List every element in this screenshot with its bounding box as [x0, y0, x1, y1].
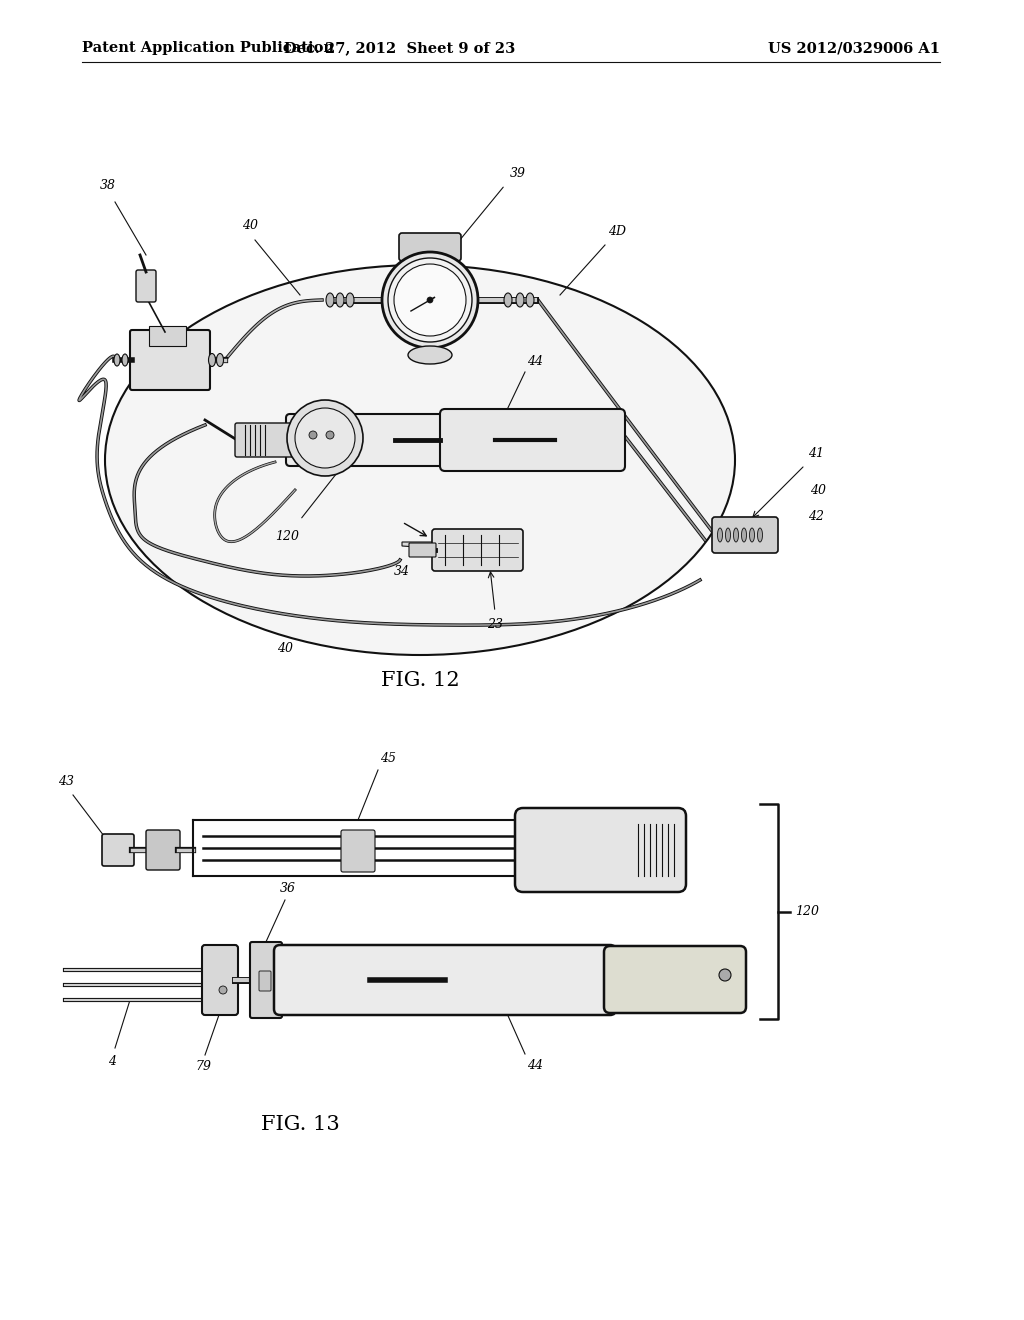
Text: 36: 36: [280, 882, 296, 895]
Ellipse shape: [758, 528, 763, 543]
FancyBboxPatch shape: [604, 946, 746, 1012]
Circle shape: [295, 408, 355, 469]
FancyBboxPatch shape: [146, 830, 180, 870]
Circle shape: [326, 432, 334, 440]
FancyBboxPatch shape: [250, 942, 282, 1018]
Text: 4: 4: [108, 1055, 116, 1068]
Ellipse shape: [750, 528, 755, 543]
Polygon shape: [402, 543, 434, 548]
Ellipse shape: [209, 354, 215, 367]
FancyBboxPatch shape: [515, 808, 686, 892]
Text: FIG. 12: FIG. 12: [381, 671, 460, 689]
Text: 79: 79: [195, 1060, 211, 1073]
Circle shape: [388, 257, 472, 342]
Circle shape: [427, 297, 433, 304]
Text: 40: 40: [278, 642, 293, 655]
Text: 43: 43: [58, 775, 74, 788]
Circle shape: [309, 432, 317, 440]
FancyBboxPatch shape: [409, 543, 436, 557]
Ellipse shape: [526, 293, 534, 308]
FancyBboxPatch shape: [150, 326, 186, 346]
FancyBboxPatch shape: [286, 414, 449, 466]
Text: FIG. 13: FIG. 13: [261, 1115, 339, 1134]
Circle shape: [382, 252, 478, 348]
FancyBboxPatch shape: [202, 945, 238, 1015]
Circle shape: [287, 400, 362, 477]
FancyBboxPatch shape: [102, 834, 134, 866]
Ellipse shape: [114, 354, 120, 366]
FancyBboxPatch shape: [440, 409, 625, 471]
FancyBboxPatch shape: [234, 422, 294, 457]
Text: 40: 40: [810, 483, 826, 496]
Ellipse shape: [516, 293, 524, 308]
Text: US 2012/0329006 A1: US 2012/0329006 A1: [768, 41, 940, 55]
Text: 40: 40: [242, 219, 258, 232]
Text: 42: 42: [808, 511, 824, 524]
Text: 45: 45: [380, 752, 396, 766]
FancyBboxPatch shape: [341, 830, 375, 873]
Text: 120: 120: [275, 531, 299, 543]
Ellipse shape: [741, 528, 746, 543]
Circle shape: [394, 264, 466, 337]
Text: 39: 39: [510, 168, 526, 180]
Ellipse shape: [718, 528, 723, 543]
Ellipse shape: [733, 528, 738, 543]
Ellipse shape: [346, 293, 354, 308]
Ellipse shape: [336, 293, 344, 308]
FancyBboxPatch shape: [136, 271, 156, 302]
Text: Dec. 27, 2012  Sheet 9 of 23: Dec. 27, 2012 Sheet 9 of 23: [285, 41, 516, 55]
FancyBboxPatch shape: [259, 972, 271, 991]
Text: 38: 38: [100, 180, 116, 191]
Text: 44: 44: [527, 1059, 543, 1072]
Text: 23: 23: [487, 618, 503, 631]
Text: 120: 120: [795, 906, 819, 917]
Ellipse shape: [725, 528, 730, 543]
Circle shape: [219, 986, 227, 994]
Text: 4D: 4D: [608, 224, 626, 238]
FancyBboxPatch shape: [399, 234, 461, 261]
Ellipse shape: [105, 265, 735, 655]
Ellipse shape: [326, 293, 334, 308]
FancyBboxPatch shape: [712, 517, 778, 553]
FancyBboxPatch shape: [130, 330, 210, 389]
FancyBboxPatch shape: [432, 529, 523, 572]
Ellipse shape: [216, 354, 223, 367]
Ellipse shape: [504, 293, 512, 308]
Text: Patent Application Publication: Patent Application Publication: [82, 41, 334, 55]
Ellipse shape: [408, 346, 452, 364]
FancyBboxPatch shape: [274, 945, 616, 1015]
Text: 41: 41: [808, 447, 824, 459]
Ellipse shape: [122, 354, 128, 366]
Text: 34: 34: [394, 565, 410, 578]
Text: 44: 44: [527, 355, 543, 368]
Circle shape: [719, 969, 731, 981]
